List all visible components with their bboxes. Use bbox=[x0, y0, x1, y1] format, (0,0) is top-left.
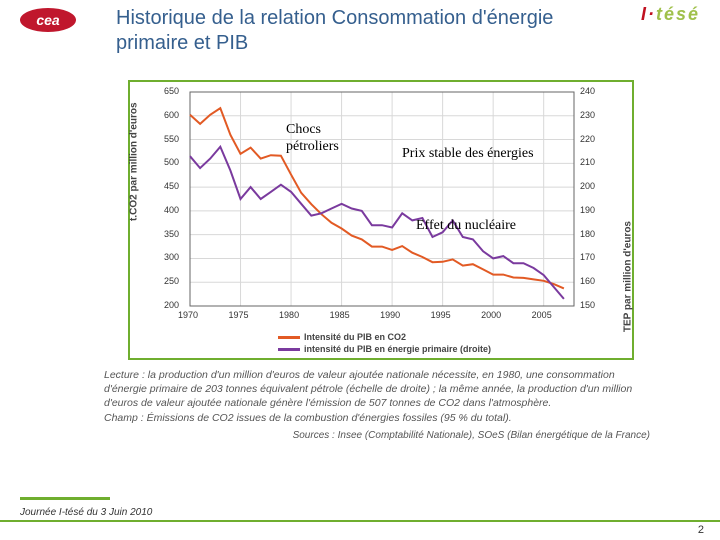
y-left-tick: 500 bbox=[164, 157, 179, 167]
title-line2: primaire et PIB bbox=[116, 32, 248, 54]
legend-swatch bbox=[278, 336, 300, 339]
svg-text:cea: cea bbox=[36, 12, 60, 28]
caption-champ: Champ : Émissions de CO2 issues de la co… bbox=[104, 412, 512, 424]
title-line1: Historique de la relation Consommation d… bbox=[116, 7, 553, 29]
caption-body: Lecture : la production d'un million d'e… bbox=[104, 369, 632, 409]
legend-label: Intensité du PIB en CO2 bbox=[304, 332, 406, 342]
y-left-tick: 600 bbox=[164, 110, 179, 120]
y-left-tick: 200 bbox=[164, 300, 179, 310]
itese-dot: · bbox=[648, 4, 656, 24]
itese-i: I bbox=[641, 4, 648, 24]
y-right-tick: 240 bbox=[580, 86, 595, 96]
y-left-tick: 350 bbox=[164, 229, 179, 239]
y-right-title: TEP par million d'euros bbox=[623, 221, 634, 332]
y-right-tick: 230 bbox=[580, 110, 595, 120]
y-right-tick: 150 bbox=[580, 300, 595, 310]
y-left-title: t.CO2 par million d'euros bbox=[129, 102, 140, 221]
legend-label: intensité du PIB en énergie primaire (dr… bbox=[304, 344, 491, 354]
itese-rest: tésé bbox=[656, 4, 700, 24]
x-tick: 1985 bbox=[330, 310, 350, 320]
y-left-tick: 250 bbox=[164, 276, 179, 286]
bottom-border bbox=[0, 520, 720, 522]
y-right-tick: 170 bbox=[580, 252, 595, 262]
y-right-tick: 190 bbox=[580, 205, 595, 215]
x-tick: 1970 bbox=[178, 310, 198, 320]
y-left-tick: 550 bbox=[164, 134, 179, 144]
y-right-tick: 200 bbox=[580, 181, 595, 191]
footer-text: Journée I-tésé du 3 Juin 2010 bbox=[20, 507, 152, 518]
chart-annotation: Prix stable des énergies bbox=[402, 146, 534, 163]
x-tick: 2000 bbox=[481, 310, 501, 320]
y-right-tick: 180 bbox=[580, 229, 595, 239]
legend-item: Intensité du PIB en CO2 bbox=[278, 332, 406, 342]
y-left-tick: 450 bbox=[164, 181, 179, 191]
x-tick: 1990 bbox=[380, 310, 400, 320]
chart-annotation: Effet du nucléaire bbox=[416, 218, 516, 235]
chart-annotation: Chocspétroliers bbox=[286, 122, 339, 156]
legend-swatch bbox=[278, 348, 300, 351]
legend-item: intensité du PIB en énergie primaire (dr… bbox=[278, 344, 491, 354]
footer-accent-line bbox=[20, 497, 110, 500]
chart-inner: t.CO2 par million d'euros TEP par millio… bbox=[138, 88, 624, 354]
y-left-tick: 650 bbox=[164, 86, 179, 96]
y-right-tick: 160 bbox=[580, 276, 595, 286]
y-right-tick: 210 bbox=[580, 157, 595, 167]
y-left-tick: 300 bbox=[164, 252, 179, 262]
x-tick: 1975 bbox=[229, 310, 249, 320]
x-tick: 1980 bbox=[279, 310, 299, 320]
itese-logo: I·tésé bbox=[641, 4, 700, 25]
chart-card: t.CO2 par million d'euros TEP par millio… bbox=[128, 80, 634, 360]
y-left-tick: 400 bbox=[164, 205, 179, 215]
caption-sources: Sources : Insee (Comptabilité Nationale)… bbox=[104, 429, 650, 443]
page-number: 2 bbox=[698, 524, 704, 536]
x-tick: 1995 bbox=[431, 310, 451, 320]
slide-title: Historique de la relation Consommation d… bbox=[116, 6, 616, 56]
y-right-tick: 220 bbox=[580, 134, 595, 144]
figure-caption: Lecture : la production d'un million d'e… bbox=[104, 368, 650, 442]
cea-logo: cea bbox=[18, 6, 78, 36]
x-tick: 2005 bbox=[532, 310, 552, 320]
